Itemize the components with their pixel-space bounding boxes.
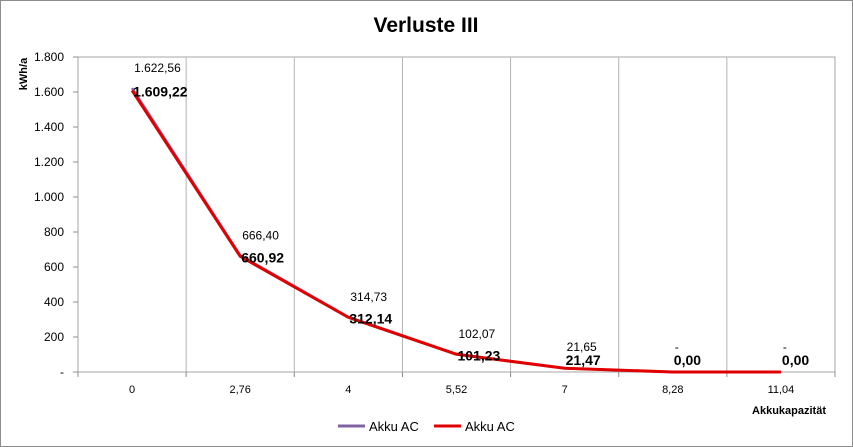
y-tick-label: - [60, 365, 64, 379]
series-line [130, 89, 781, 374]
x-tick-label: 5,52 [446, 384, 467, 396]
y-tick-label: 1.600 [34, 85, 64, 99]
data-label: 21,65 [567, 340, 597, 354]
y-tick-label: 1.200 [34, 155, 64, 169]
x-tick-label: 2,76 [230, 384, 251, 396]
y-tick-label: 600 [44, 260, 64, 274]
data-label: 666,40 [242, 228, 279, 242]
x-tick-label: 11,04 [768, 384, 795, 396]
chart-title: Verluste III [373, 14, 478, 37]
data-label: 314,73 [350, 290, 387, 304]
y-tick-label: 200 [44, 330, 64, 344]
y-axis-label: kWh/a [18, 57, 30, 90]
data-label: 102,07 [459, 327, 496, 341]
data-label: 21,47 [566, 352, 601, 368]
y-tick-label: 400 [44, 295, 64, 309]
y-tick-label: 1.800 [34, 50, 64, 64]
data-label: 660,92 [241, 249, 284, 265]
data-label: 0,00 [674, 352, 701, 368]
x-tick-label: 7 [562, 384, 568, 396]
legend-label: Akku AC [465, 419, 515, 434]
data-label: - [783, 340, 787, 354]
x-tick-label: 0 [129, 384, 135, 396]
x-axis-label: Akkukapazität [752, 405, 826, 417]
legend-label: Akku AC [369, 419, 419, 434]
data-label: 101,23 [458, 347, 501, 363]
data-label: 0,00 [782, 352, 809, 368]
x-tick-label: 4 [345, 384, 351, 396]
y-tick-label: 1.400 [34, 120, 64, 134]
data-label: - [675, 340, 679, 354]
legend: Akku AC Akku AC [338, 419, 515, 434]
y-tick-label: 1.000 [34, 190, 64, 204]
data-label: 1.609,22 [133, 83, 188, 99]
data-label: 312,14 [349, 310, 392, 326]
plot-frame [77, 56, 836, 373]
y-tick-label: 800 [44, 225, 64, 239]
data-label: 1.622,56 [134, 61, 181, 75]
plot-area: - 200 400 600 800 1.000 1.200 1.400 1.600 1.800 0 2… [34, 50, 836, 396]
x-tick-label: 8,28 [662, 384, 683, 396]
